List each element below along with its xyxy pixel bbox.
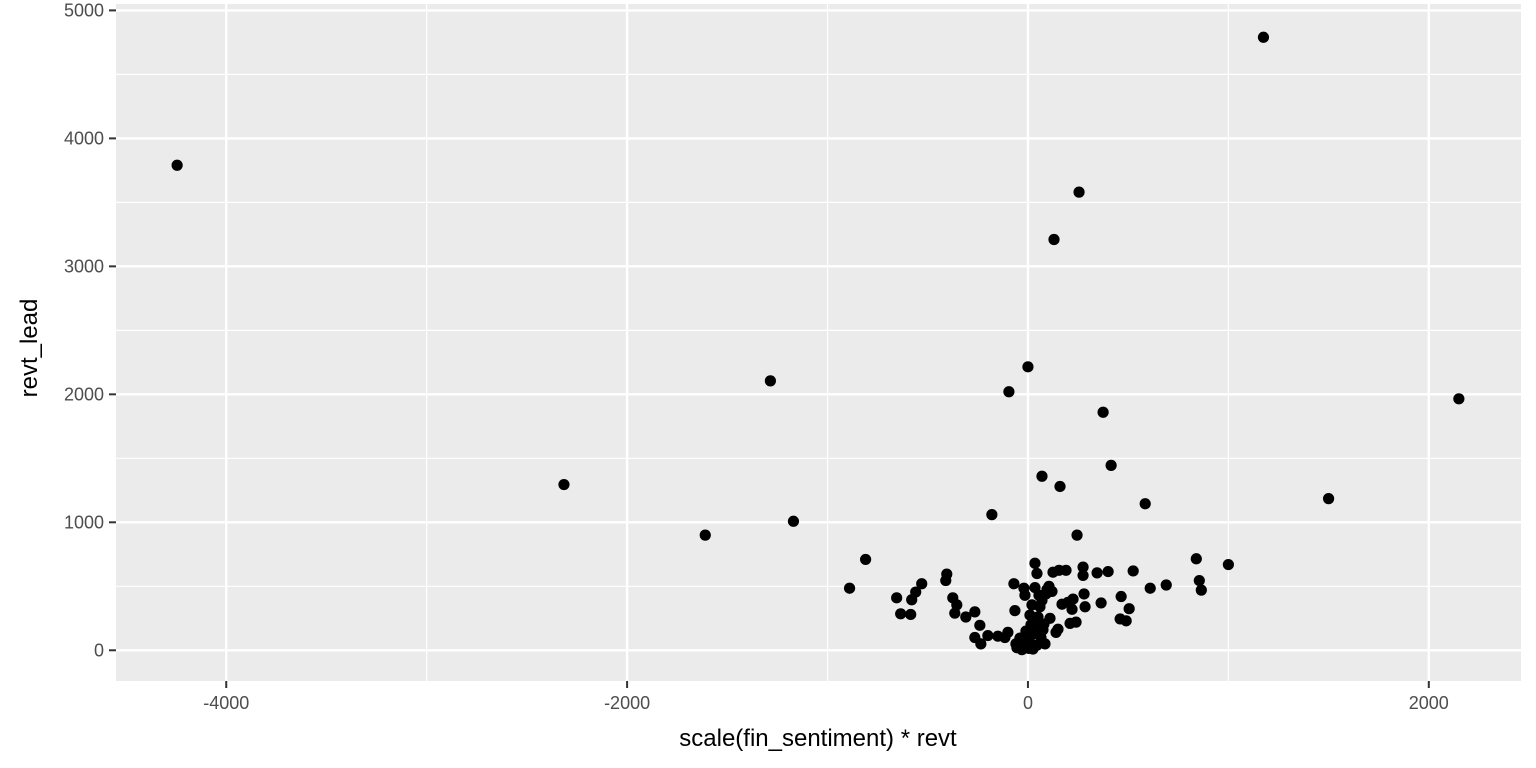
data-point bbox=[1095, 597, 1107, 609]
data-point bbox=[860, 553, 872, 566]
data-point bbox=[1127, 565, 1139, 577]
data-point bbox=[1193, 574, 1205, 587]
data-point bbox=[1322, 493, 1335, 505]
data-point bbox=[1091, 567, 1103, 579]
data-point bbox=[1257, 31, 1270, 43]
x-tick-label: 0 bbox=[1023, 693, 1033, 713]
data-point bbox=[1073, 186, 1085, 198]
data-point bbox=[1008, 578, 1020, 590]
data-point bbox=[905, 608, 917, 621]
grid-minor bbox=[116, 4, 1521, 681]
data-point bbox=[1029, 557, 1041, 569]
y-tick-label: 4000 bbox=[64, 128, 104, 148]
data-point bbox=[1078, 588, 1090, 600]
panel-background bbox=[116, 4, 1521, 681]
data-point bbox=[1046, 585, 1058, 598]
data-point bbox=[1054, 480, 1066, 493]
data-point bbox=[1222, 558, 1234, 571]
data-point bbox=[1052, 623, 1064, 635]
data-point bbox=[986, 509, 998, 521]
data-point bbox=[1066, 603, 1078, 615]
data-point bbox=[1160, 579, 1172, 591]
y-tick-label: 5000 bbox=[64, 0, 104, 20]
data-point bbox=[1120, 615, 1132, 627]
data-point bbox=[171, 159, 183, 171]
data-point bbox=[1123, 603, 1135, 615]
data-point bbox=[916, 578, 928, 590]
data-point bbox=[974, 619, 986, 631]
data-point bbox=[982, 629, 994, 642]
data-point bbox=[699, 529, 711, 541]
y-tick-labels: 0 1000 2000 3000 4000 5000 bbox=[64, 0, 104, 660]
data-point bbox=[960, 611, 972, 623]
data-point bbox=[1097, 406, 1109, 418]
data-point bbox=[1190, 553, 1202, 565]
data-point bbox=[941, 568, 953, 580]
x-tick-label: -2000 bbox=[604, 693, 650, 713]
data-point bbox=[951, 599, 963, 611]
data-point bbox=[1019, 589, 1031, 601]
y-tick-label: 3000 bbox=[64, 256, 104, 276]
data-point bbox=[1036, 470, 1048, 482]
data-point bbox=[1067, 593, 1079, 605]
data-point bbox=[1044, 612, 1056, 624]
data-point bbox=[1003, 386, 1015, 398]
data-point bbox=[1031, 567, 1043, 580]
data-point bbox=[1195, 584, 1207, 596]
data-point bbox=[895, 608, 907, 620]
x-axis-title: scale(fin_sentiment) * revt bbox=[679, 725, 957, 752]
data-point bbox=[1077, 561, 1089, 573]
data-point bbox=[1077, 569, 1089, 582]
x-tick-labels: -4000 -2000 0 2000 bbox=[203, 693, 1449, 713]
data-point bbox=[1102, 565, 1114, 578]
data-point bbox=[1048, 233, 1060, 246]
data-point bbox=[910, 586, 922, 598]
data-point bbox=[843, 582, 856, 594]
data-point bbox=[1002, 626, 1014, 638]
data-point bbox=[975, 638, 987, 650]
x-tick-label: 2000 bbox=[1409, 693, 1449, 713]
data-point bbox=[1453, 393, 1465, 405]
data-point bbox=[1009, 605, 1021, 617]
y-axis-title: revt_lead bbox=[16, 299, 43, 398]
data-point bbox=[1022, 361, 1034, 373]
data-point bbox=[1079, 601, 1091, 613]
data-point bbox=[1071, 529, 1083, 541]
data-point bbox=[969, 606, 981, 618]
data-point bbox=[891, 592, 903, 604]
data-point bbox=[558, 478, 570, 491]
data-point bbox=[1105, 459, 1117, 471]
data-point bbox=[1144, 582, 1156, 594]
y-tick-label: 1000 bbox=[64, 512, 104, 532]
y-tick-label: 2000 bbox=[64, 384, 104, 404]
data-point bbox=[1139, 498, 1151, 510]
x-tick-label: -4000 bbox=[203, 693, 249, 713]
data-point bbox=[1039, 638, 1051, 650]
data-points bbox=[171, 31, 1465, 656]
data-point bbox=[1115, 590, 1127, 603]
data-point bbox=[787, 515, 800, 527]
y-tick-label: 0 bbox=[94, 640, 104, 660]
data-point bbox=[1070, 616, 1082, 628]
data-point bbox=[1060, 564, 1072, 576]
axis-ticks bbox=[109, 9, 1430, 688]
data-point bbox=[764, 375, 776, 387]
grid-major bbox=[116, 4, 1521, 681]
